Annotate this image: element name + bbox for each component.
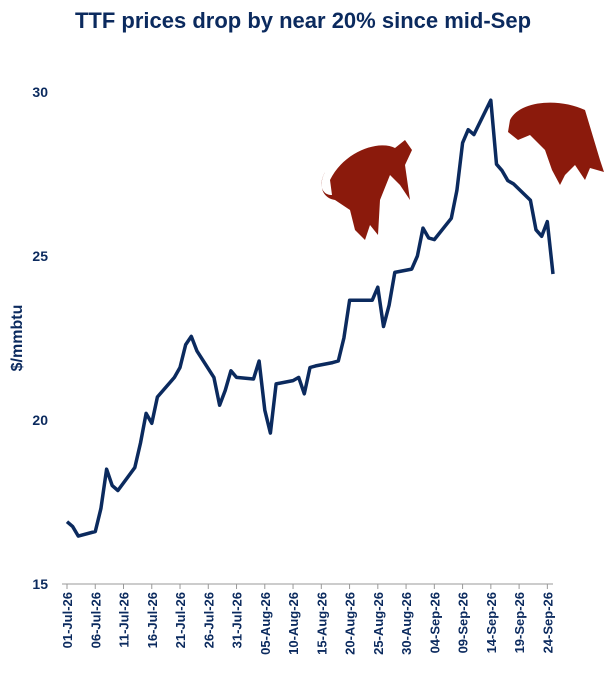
x-tick-label: 20-Aug-26	[343, 592, 358, 655]
y-tick-label: 15	[32, 576, 48, 592]
y-tick-label: 30	[32, 84, 48, 100]
x-tick-label: 11-Jul-26	[117, 592, 132, 648]
x-tick-label: 09-Sep-26	[456, 592, 471, 653]
x-tick-label: 01-Jul-26	[60, 592, 75, 648]
series-line	[65, 98, 555, 538]
y-tick-label: 20	[32, 412, 48, 428]
x-tick-label: 25-Aug-26	[371, 592, 386, 655]
x-tick-label: 16-Jul-26	[145, 592, 160, 648]
x-tick-label: 05-Aug-26	[258, 592, 273, 655]
x-tick-label: 04-Sep-26	[427, 592, 442, 653]
y-axis-label: $/mmbtu	[9, 305, 26, 372]
x-tick-label: 19-Sep-26	[512, 592, 527, 653]
x-tick-label: 31-Jul-26	[230, 592, 245, 648]
x-tick-label: 30-Aug-26	[399, 592, 414, 655]
x-tick-label: 21-Jul-26	[173, 592, 188, 648]
y-tick-label: 25	[32, 248, 48, 264]
x-tick-label: 10-Aug-26	[286, 592, 301, 655]
x-tick-label: 26-Jul-26	[201, 592, 216, 648]
chart-title: TTF prices drop by near 20% since mid-Se…	[75, 8, 531, 33]
bull-icon	[321, 102, 604, 240]
x-tick-label: 15-Aug-26	[314, 592, 329, 655]
x-tick-label: 14-Sep-26	[484, 592, 499, 653]
x-tick-label: 24-Sep-26	[540, 592, 555, 653]
x-tick-label: 06-Jul-26	[88, 592, 103, 648]
